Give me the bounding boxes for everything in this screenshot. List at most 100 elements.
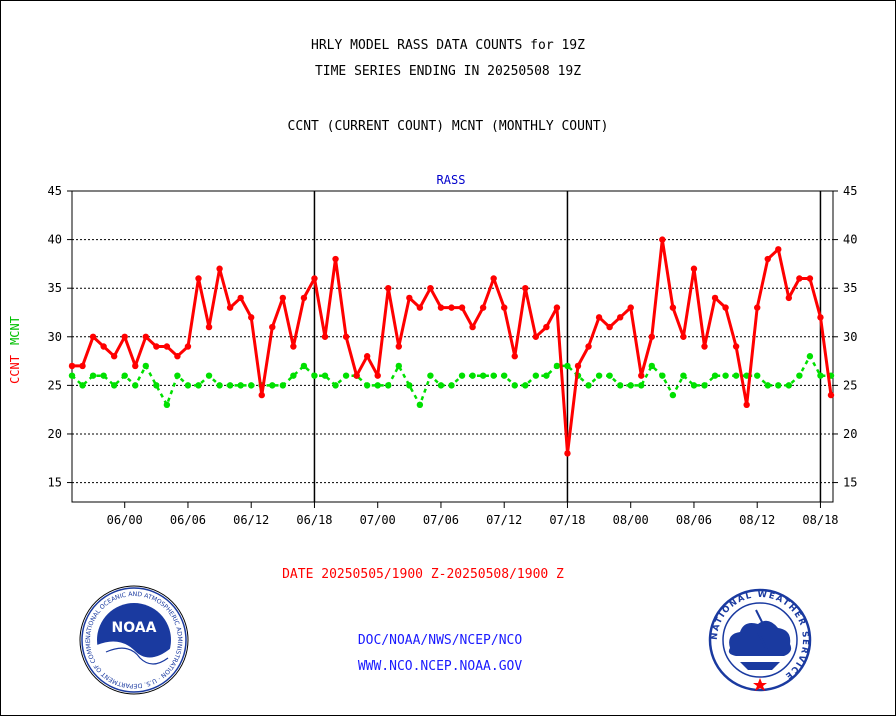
ccnt-point [153, 343, 160, 350]
y-tick-label-left-45: 45 [48, 184, 62, 198]
header-subtitle: CCNT (CURRENT COUNT) MCNT (MONTHLY COUNT… [287, 119, 609, 134]
mcnt-point [638, 382, 645, 389]
y-tick-label-left-35: 35 [48, 281, 62, 295]
mcnt-point [732, 372, 740, 379]
ccnt-point [722, 304, 729, 311]
mcnt-point [248, 382, 255, 389]
mcnt-point [237, 382, 244, 389]
ccnt-point [543, 323, 550, 331]
noaa-logo-label: NOAA [112, 620, 157, 636]
y-tick-labels-left: 15 20 25 30 35 40 45 [48, 184, 72, 490]
mcnt-point [121, 372, 128, 379]
y-tick-label-right-35: 35 [843, 281, 857, 295]
ccnt-point [732, 343, 740, 350]
y-tick-label-left-25: 25 [48, 378, 62, 392]
mcnt-point [469, 372, 476, 379]
ccnt-point [659, 236, 666, 243]
ccnt-point [205, 323, 213, 331]
mcnt-point [659, 372, 666, 379]
y-tick-label-right-40: 40 [843, 233, 857, 247]
mcnt-point [132, 382, 139, 389]
mcnt-point [701, 382, 708, 389]
ccnt-point [184, 343, 192, 350]
mcnt-point [374, 382, 381, 389]
mcnt-point [416, 401, 424, 409]
mcnt-point [564, 362, 571, 370]
star-icon [753, 678, 767, 691]
series-mcnt [68, 353, 835, 409]
mcnt-point [553, 362, 561, 370]
mcnt-point [363, 382, 371, 389]
y-tick-label-right-30: 30 [843, 330, 857, 344]
mcnt-point [163, 401, 171, 409]
ccnt-point [701, 343, 708, 350]
mcnt-point [216, 382, 223, 389]
y-tick-label-right-20: 20 [843, 427, 857, 441]
mcnt-point [785, 382, 793, 389]
ccnt-point [353, 372, 360, 379]
mcnt-point [595, 372, 603, 379]
ccnt-point [616, 314, 624, 321]
mcnt-point [395, 362, 402, 370]
plot-frame [71, 190, 834, 503]
mcnt-point [406, 382, 413, 389]
x-tick-label: 07/18 [549, 513, 585, 527]
mcnt-point [616, 382, 624, 389]
mcnt-point [806, 353, 814, 360]
y-tick-labels-right: 15 20 25 30 35 40 45 [833, 184, 857, 490]
ccnt-point [522, 284, 529, 292]
ccnt-point [332, 255, 339, 263]
ccnt-point [416, 304, 424, 311]
ccnt-point [300, 294, 308, 302]
header-title-line1: HRLY MODEL RASS DATA COUNTS for 19Z [311, 38, 585, 53]
mcnt-point [195, 382, 202, 389]
mcnt-point [269, 382, 276, 389]
mcnt-point [796, 372, 803, 379]
ccnt-point [511, 353, 518, 360]
mcnt-point [100, 372, 107, 379]
x-tick-label: 06/12 [233, 513, 269, 527]
ccnt-point [406, 294, 413, 302]
mcnt-point [427, 372, 434, 379]
ccnt-point [363, 353, 371, 360]
y-tick-label-right-25: 25 [843, 378, 857, 392]
mcnt-point [311, 372, 318, 379]
ccnt-point [100, 343, 107, 350]
ccnt-point [458, 304, 466, 311]
mcnt-point [68, 372, 76, 379]
ccnt-point [290, 343, 297, 350]
ccnt-point [574, 362, 582, 370]
mcnt-point [775, 382, 782, 389]
ccnt-point [553, 304, 561, 311]
ccnt-point [121, 333, 128, 340]
ccnt-point [827, 391, 835, 399]
mcnt-point [385, 382, 392, 389]
mcnt-point [543, 372, 550, 379]
ccnt-point [479, 304, 487, 311]
mcnt-point [142, 362, 149, 370]
ccnt-point [374, 372, 381, 379]
mcnt-point [648, 362, 655, 370]
x-axis-label: DATE 20250505/1900 Z-20250508/1900 Z [282, 567, 564, 582]
ccnt-point [321, 333, 329, 340]
ccnt-point [79, 362, 86, 370]
footer-org-line: DOC/NOAA/NWS/NCEP/NCO [357, 633, 523, 648]
ccnt-point [796, 275, 803, 282]
y-axis-label-ccnt: CCNT [8, 355, 22, 384]
ccnt-point [226, 304, 234, 311]
ccnt-point [89, 333, 97, 340]
mcnt-point [532, 372, 540, 379]
mcnt-point [332, 382, 339, 389]
mcnt-point [764, 382, 771, 389]
ccnt-point [395, 343, 402, 350]
mcnt-point [501, 372, 508, 379]
mcnt-point [669, 391, 677, 399]
mcnt-point [817, 372, 824, 379]
ccnt-point [754, 304, 761, 311]
ccnt-point [248, 314, 255, 321]
ccnt-point [469, 323, 476, 331]
mcnt-point [89, 372, 97, 379]
x-tick-label: 07/12 [486, 513, 522, 527]
ccnt-point [585, 343, 592, 350]
x-tick-label: 07/06 [423, 513, 459, 527]
